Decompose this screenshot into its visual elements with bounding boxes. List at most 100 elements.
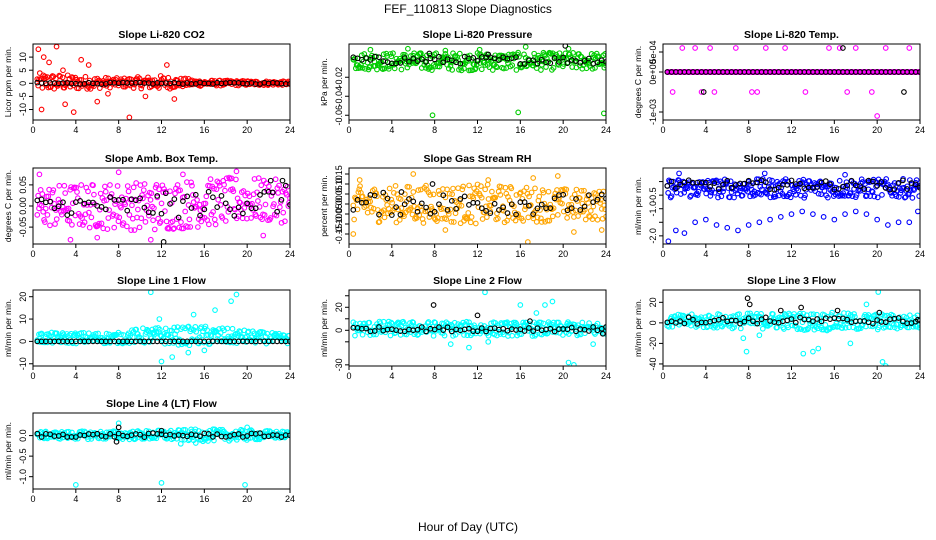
data-point xyxy=(162,325,169,332)
data-point xyxy=(126,212,133,218)
data-point xyxy=(184,193,191,200)
outlier-point xyxy=(571,361,577,366)
data-point xyxy=(720,181,726,188)
data-point xyxy=(102,188,109,195)
data-point xyxy=(538,319,544,326)
outlier-point xyxy=(426,50,433,57)
outlier-point xyxy=(879,359,886,365)
series-1 xyxy=(664,290,920,366)
data-point xyxy=(391,205,398,212)
data-point xyxy=(844,182,851,189)
y-tick-label: 20 xyxy=(18,292,28,302)
data-point xyxy=(244,433,251,439)
data-point xyxy=(401,51,408,58)
data-point xyxy=(231,212,238,219)
data-point xyxy=(534,214,541,221)
data-point xyxy=(547,205,554,211)
data-point xyxy=(63,339,69,346)
data-point xyxy=(818,191,824,198)
data-point xyxy=(108,191,115,197)
outlier-point xyxy=(530,175,537,181)
y-axis-label: ml/min per min. xyxy=(3,422,13,480)
data-point xyxy=(522,206,528,213)
outlier-point xyxy=(410,171,417,177)
data-point xyxy=(443,216,450,222)
outlier-point xyxy=(777,214,784,220)
x-axis: 0 4 8 12 16 20 24 xyxy=(30,120,295,135)
x-tick-label: 24 xyxy=(601,371,611,381)
data-point xyxy=(547,325,554,332)
outlier-point xyxy=(590,341,597,347)
data-point xyxy=(478,322,484,328)
data-point xyxy=(380,207,387,214)
data-point xyxy=(715,194,721,201)
outlier-point xyxy=(810,348,816,355)
data-point xyxy=(916,193,920,199)
data-point xyxy=(104,226,111,232)
data-point xyxy=(153,182,160,188)
data-point xyxy=(472,65,479,71)
data-point xyxy=(441,332,448,339)
outlier-point xyxy=(429,181,436,187)
data-point xyxy=(68,210,75,216)
data-points xyxy=(664,290,920,366)
x-tick-label: 4 xyxy=(389,249,394,259)
data-point xyxy=(466,201,472,208)
outlier-point xyxy=(599,330,606,337)
panel-3: Slope Li-820 Temp. 0 4 8 12 16 20 24 -1e-03 0e+00… xyxy=(633,29,925,135)
data-point xyxy=(534,60,541,67)
data-point xyxy=(123,339,129,346)
data-point xyxy=(483,214,490,220)
data-point xyxy=(449,191,456,198)
data-point xyxy=(890,321,897,328)
data-point xyxy=(827,325,834,331)
x-tick-label: 20 xyxy=(558,125,568,135)
data-point xyxy=(789,322,796,329)
data-point xyxy=(550,205,557,212)
outlier-point xyxy=(713,222,720,228)
data-point xyxy=(352,332,358,339)
data-point xyxy=(916,324,920,331)
data-point xyxy=(594,320,601,327)
data-point xyxy=(581,187,587,194)
data-point xyxy=(882,319,889,326)
data-point xyxy=(784,182,791,188)
data-point xyxy=(883,176,890,182)
outlier-point xyxy=(126,114,133,120)
data-point xyxy=(273,212,280,219)
data-point xyxy=(287,195,290,202)
data-point xyxy=(668,178,675,185)
data-point xyxy=(560,54,567,61)
y-axis: -0.05 0.00 0.05 xyxy=(18,176,33,237)
data-point xyxy=(827,181,833,188)
data-point xyxy=(792,191,799,198)
data-point xyxy=(88,214,95,221)
outlier-point xyxy=(485,51,492,58)
x-tick-label: 8 xyxy=(116,249,121,259)
outlier-point xyxy=(177,440,184,447)
data-point xyxy=(870,178,876,185)
data-point xyxy=(554,211,561,218)
y-tick-label: -0.05 xyxy=(18,217,28,238)
x-axis: 0 4 8 12 16 20 24 xyxy=(660,120,925,135)
data-point xyxy=(357,65,363,71)
series-2 xyxy=(664,295,920,327)
x-tick-label: 24 xyxy=(285,371,295,381)
outlier-point xyxy=(228,298,234,305)
data-point xyxy=(406,58,412,65)
data-point xyxy=(431,56,438,63)
data-point xyxy=(102,433,109,440)
data-point xyxy=(210,434,216,440)
data-point xyxy=(601,202,606,209)
data-point xyxy=(508,185,515,192)
outlier-point xyxy=(60,67,66,74)
data-point xyxy=(759,186,765,193)
data-point xyxy=(384,195,391,202)
panel-9: Slope Line 3 Flow 0 4 8 12 16 20 24 -40 -20 0 20 ml/… xyxy=(633,275,925,381)
data-point xyxy=(568,201,575,208)
y-tick-label: -0.10 xyxy=(334,214,344,235)
data-point xyxy=(116,214,123,221)
data-point xyxy=(533,218,540,225)
data-point xyxy=(500,204,507,211)
